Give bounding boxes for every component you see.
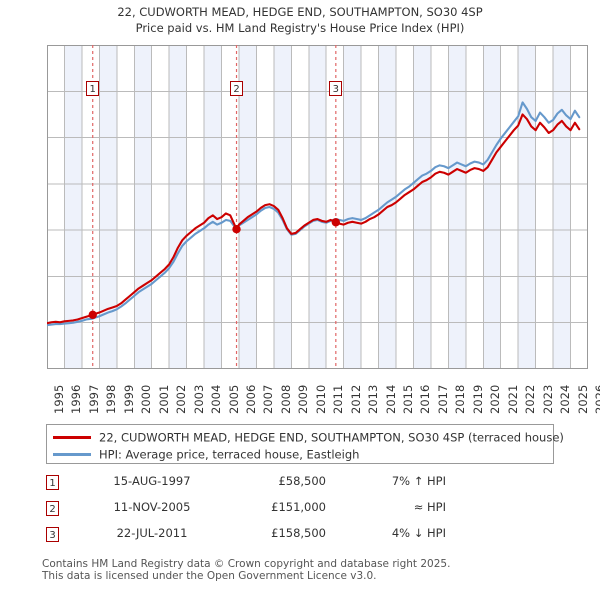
year-band	[99, 45, 117, 369]
x-axis-tick: 2004	[209, 384, 224, 414]
x-axis-tick: 2025	[575, 384, 590, 414]
x-axis-tick: 2018	[453, 384, 468, 414]
x-axis-tick: 2019	[470, 384, 485, 414]
plot-frame	[47, 45, 588, 369]
x-axis-tick: 2022	[523, 384, 538, 414]
transaction-index-badge: 2	[46, 501, 59, 516]
x-axis-tick: 2014	[383, 384, 398, 414]
x-axis-tick: 2011	[331, 384, 346, 414]
year-band	[483, 45, 501, 369]
x-axis-tick: 2007	[261, 384, 276, 414]
x-axis-tick: 2006	[243, 384, 258, 414]
x-axis-tick: 2020	[488, 384, 503, 414]
transaction-point	[331, 218, 341, 227]
legend-color-swatch	[53, 436, 91, 439]
transaction-index-badge: 1	[46, 475, 59, 490]
transaction-hpi-delta: ≈ HPI	[413, 500, 446, 514]
x-axis-tick: 1999	[121, 384, 136, 414]
chart-legend: 22, CUDWORTH MEAD, HEDGE END, SOUTHAMPTO…	[46, 424, 564, 464]
x-axis-tick: 2010	[313, 384, 328, 414]
legend-item: HPI: Average price, terraced house, East…	[53, 445, 359, 463]
x-axis-tick: 2024	[558, 384, 573, 414]
table-row: 2 11-NOV-2005 £151,000 ≈ HPI	[46, 498, 466, 524]
year-band	[518, 45, 536, 369]
x-axis-tick: 2012	[348, 384, 363, 414]
year-band	[273, 45, 292, 369]
transaction-date: 11-NOV-2005	[113, 500, 191, 514]
transaction-point	[232, 225, 241, 234]
x-axis-tick: 2017	[435, 384, 450, 414]
x-axis-tick: 2021	[505, 384, 520, 414]
transaction-price: £158,500	[271, 526, 326, 540]
title-line-1: 22, CUDWORTH MEAD, HEDGE END, SOUTHAMPTO…	[117, 5, 483, 19]
transaction-index-badge: 3	[46, 527, 59, 542]
year-band	[169, 45, 187, 369]
chart-svg	[47, 45, 588, 369]
page-title: 22, CUDWORTH MEAD, HEDGE END, SOUTHAMPTO…	[0, 4, 600, 36]
chart-marker-3: 3	[329, 81, 343, 96]
legend-item: 22, CUDWORTH MEAD, HEDGE END, SOUTHAMPTO…	[53, 428, 564, 446]
transaction-date: 22-JUL-2011	[116, 526, 188, 540]
x-axis-tick: 2003	[191, 384, 206, 414]
year-band	[343, 45, 362, 369]
x-axis-tick: 2001	[156, 384, 171, 414]
x-axis-labels: 1995 1996 1997 1998 1999 2000 2001 2002 2003 2004…	[47, 372, 600, 418]
x-axis-tick: 1996	[69, 384, 84, 414]
footer-line-1: Contains HM Land Registry data © Crown c…	[42, 558, 451, 570]
year-band	[413, 45, 431, 369]
legend-label: 22, CUDWORTH MEAD, HEDGE END, SOUTHAMPTO…	[99, 430, 564, 445]
x-axis-tick: 1997	[86, 384, 101, 414]
transaction-hpi-delta: 4% ↓ HPI	[391, 526, 446, 540]
x-axis-tick: 2002	[174, 384, 189, 414]
transaction-price: £58,500	[278, 474, 326, 488]
year-band	[64, 45, 82, 369]
year-band	[134, 45, 152, 369]
x-axis-tick: 2009	[296, 384, 311, 414]
series-line	[47, 113, 581, 325]
transaction-date: 15-AUG-1997	[113, 474, 191, 488]
legend-color-swatch	[53, 453, 91, 456]
title-line-2: Price paid vs. HM Land Registry's House …	[135, 21, 465, 35]
x-axis-tick: 2023	[540, 384, 555, 414]
x-axis-tick: 2026	[593, 384, 600, 414]
legend-label: HPI: Average price, terraced house, East…	[99, 447, 360, 462]
x-axis-tick: 2015	[401, 384, 416, 414]
x-axis-tick: 2000	[139, 384, 154, 414]
chart-plot-area: 1 2 3	[47, 45, 588, 369]
x-axis-tick: 1998	[104, 384, 119, 414]
year-band	[204, 45, 222, 369]
year-band	[308, 45, 327, 369]
transaction-price: £151,000	[271, 500, 326, 514]
table-row: 3 22-JUL-2011 £158,500 4% ↓ HPI	[46, 524, 466, 550]
x-axis-tick: 1995	[52, 384, 66, 414]
chart-marker-1: 1	[86, 81, 100, 96]
x-axis-tick: 2008	[278, 384, 293, 414]
year-band	[448, 45, 466, 369]
x-axis-tick: 2016	[418, 384, 433, 414]
x-axis-tick: 2005	[226, 384, 241, 414]
year-band	[553, 45, 571, 369]
transaction-hpi-delta: 7% ↑ HPI	[391, 474, 446, 488]
table-row: 1 15-AUG-1997 £58,500 7% ↑ HPI	[46, 472, 466, 498]
x-axis-tick: 2013	[366, 384, 381, 414]
footer-attribution: Contains HM Land Registry data © Crown c…	[42, 558, 582, 582]
chart-marker-2: 2	[230, 81, 244, 96]
footer-line-2: This data is licensed under the Open Gov…	[42, 570, 377, 582]
year-band	[238, 45, 257, 369]
transaction-point	[88, 310, 97, 320]
transactions-table: 1 15-AUG-1997 £58,500 7% ↑ HPI 2 11-NOV-2005 £…	[46, 472, 466, 550]
